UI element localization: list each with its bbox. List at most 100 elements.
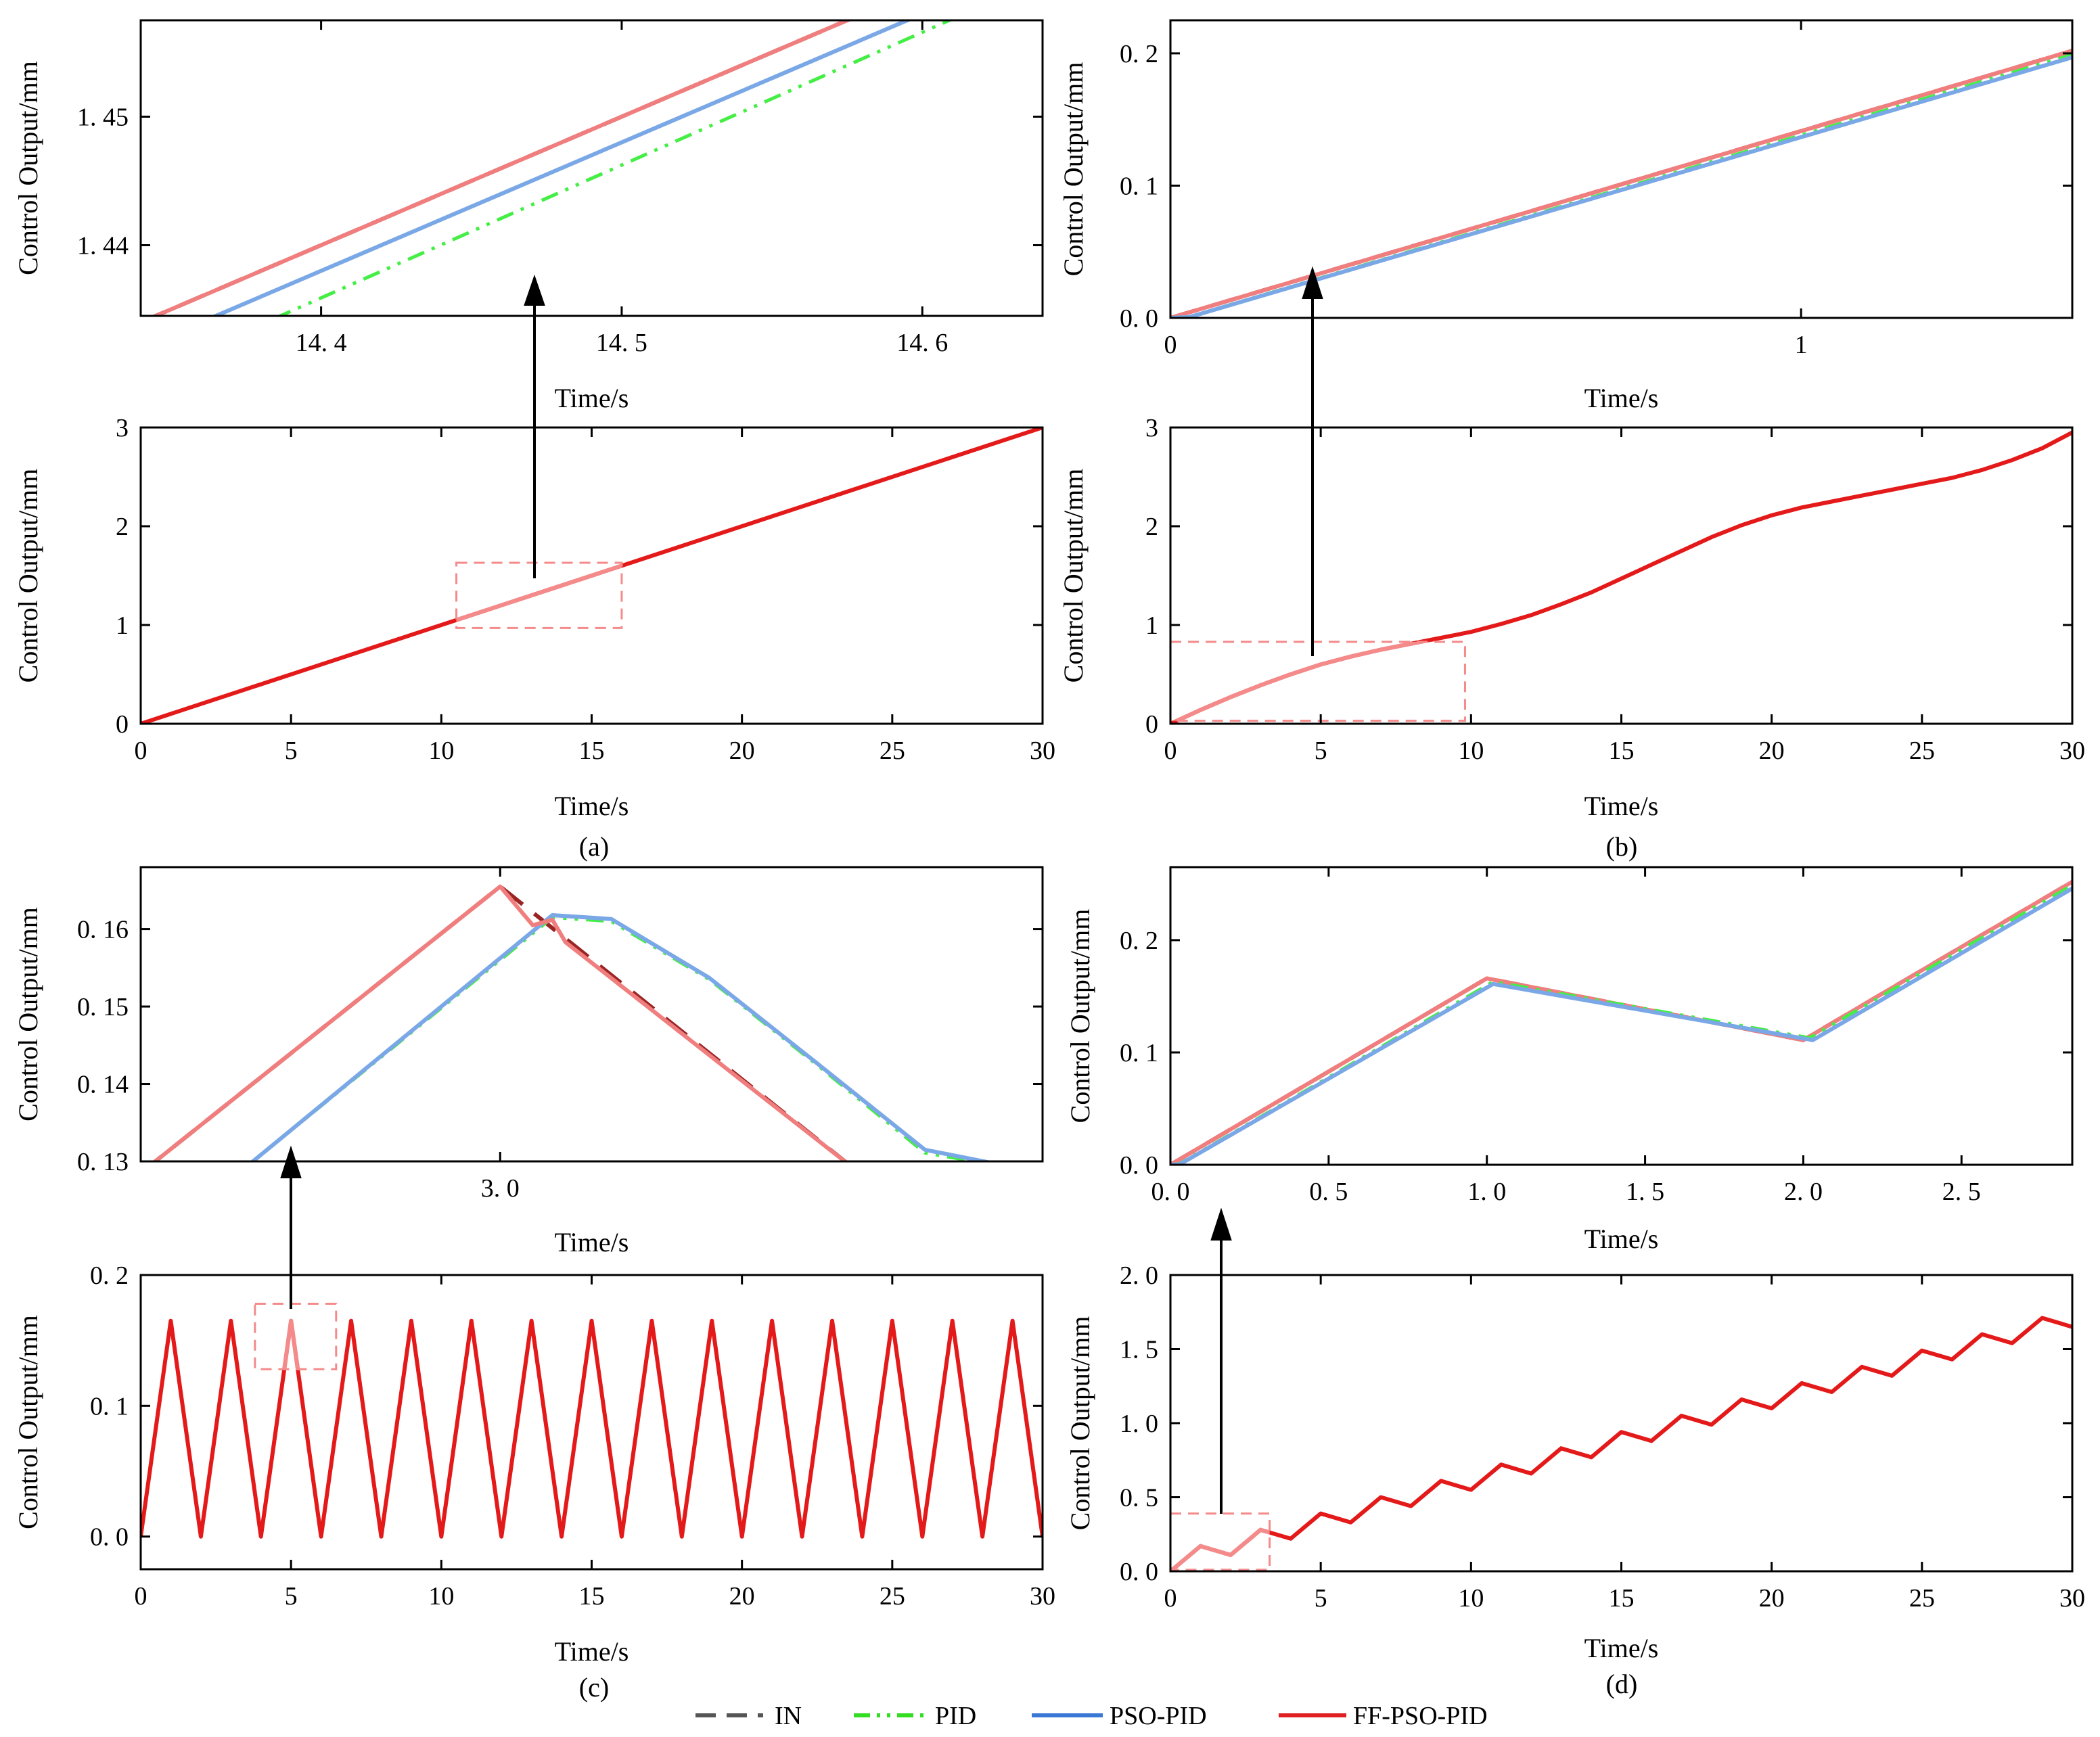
y-tick-label: 0. 5	[1120, 1484, 1158, 1512]
y-tick-label: 1. 45	[77, 103, 129, 132]
y-tick-label: 0. 16	[77, 916, 129, 944]
plot-frame	[1169, 19, 2074, 319]
x-axis-title: Time/s	[555, 383, 629, 413]
x-tick-label: 1	[1795, 331, 1808, 359]
highlight-line	[1172, 641, 1432, 721]
zoom-arrows	[280, 266, 1323, 1514]
chart-a-zoom: 14. 4 14. 5 14. 6 1. 44 1. 45 Time/s Control O…	[13, 19, 1044, 413]
x-tick-label: 25	[880, 1582, 905, 1611]
x-tick-label: 5	[1315, 737, 1327, 765]
y-tick-label: 0. 0	[1120, 304, 1158, 333]
legend-item-pid: PID	[854, 1702, 976, 1730]
zoom-highlight-segment	[282, 1318, 300, 1370]
y-tick-label: 0	[116, 710, 129, 739]
y-tick-label: 3	[1145, 414, 1158, 442]
x-axis-title: Time/s	[1584, 383, 1659, 413]
y-tick-label: 2	[1145, 513, 1158, 541]
y-tick-label: 0. 0	[90, 1523, 129, 1552]
x-tick-label: 14. 4	[296, 329, 347, 357]
y-tick-label: 1	[116, 611, 129, 640]
x-tick-label: 0	[135, 737, 147, 765]
series-line-ff-pso-pid	[150, 20, 852, 316]
highlight-line	[282, 1318, 300, 1370]
series-line-ff-pso-pid	[152, 884, 848, 1161]
x-axis-title: Time/s	[1584, 1633, 1659, 1663]
zoom-arrowhead-d	[1210, 1207, 1232, 1241]
x-tick-label: 1. 0	[1467, 1178, 1506, 1206]
x-tick-label: 5	[1315, 1584, 1327, 1613]
series-group	[1170, 1316, 2072, 1571]
x-axis-title: Time/s	[555, 791, 629, 821]
y-axis-title: Control Output/mm	[1065, 1316, 1095, 1531]
y-axis-title: Control Output/mm	[13, 907, 43, 1121]
chart-c-zoom: 3. 0 0. 13 0. 14 0. 15 0. 16 Time/s Control Ou…	[13, 866, 1044, 1257]
panel-label-d: (d)	[1606, 1669, 1638, 1699]
y-tick-label: 0. 15	[77, 993, 129, 1021]
x-tick-label: 10	[1458, 1584, 1484, 1613]
x-tick-label: 25	[880, 737, 905, 765]
x-tick-label: 10	[428, 737, 454, 765]
legend-label-ff-pso-pid: FF-PSO-PID	[1353, 1702, 1488, 1730]
y-tick-label: 0. 0	[1120, 1151, 1158, 1180]
x-tick-label: 30	[1030, 737, 1055, 765]
y-tick-label: 1. 44	[77, 232, 129, 260]
chart-d-main: 0 5 10 15 20 25 30 0. 0 0. 5 1. 0 1. 5 2. 0 Time/s Co…	[1065, 1261, 2085, 1663]
x-tick-label: 3. 0	[481, 1174, 520, 1203]
x-tick-label: 0. 0	[1151, 1178, 1190, 1206]
y-axis-title: Control Output/mm	[13, 1315, 43, 1529]
plots-layer: 14. 4 14. 5 14. 6 1. 44 1. 45 Time/s Control O…	[13, 19, 2085, 1667]
y-tick-label: 0. 2	[1120, 927, 1158, 955]
x-tick-label: 5	[285, 1582, 298, 1611]
x-tick-label: 20	[1759, 1584, 1785, 1613]
y-tick-label: 0. 0	[1120, 1558, 1158, 1586]
x-tick-label: 20	[729, 1582, 755, 1611]
y-tick-label: 3	[116, 414, 129, 442]
x-axis-title: Time/s	[555, 1636, 629, 1667]
series-group	[150, 20, 954, 316]
legend-item-ff-pso-pid: FF-PSO-PID	[1279, 1702, 1488, 1730]
chart-a-main: 0 5 10 15 20 25 30 0 1 2 3 Time/s Control Output/mm	[13, 414, 1055, 821]
x-tick-label: 15	[579, 1582, 605, 1611]
zoom-arrowhead-b	[1302, 266, 1323, 299]
y-tick-label: 1. 5	[1120, 1336, 1158, 1364]
x-tick-label: 30	[2059, 737, 2085, 765]
legend-label-pid: PID	[935, 1702, 976, 1730]
legend-label-pso-pid: PSO-PID	[1110, 1702, 1207, 1730]
x-tick-label: 2. 0	[1784, 1178, 1823, 1206]
series-line-pid	[276, 20, 954, 316]
x-tick-label: 0	[1164, 331, 1177, 359]
x-tick-label: 5	[285, 737, 298, 765]
y-tick-label: 0. 14	[77, 1071, 129, 1099]
legend-item-pso-pid: PSO-PID	[1032, 1702, 1207, 1730]
y-tick-label: 0. 13	[77, 1148, 129, 1176]
x-tick-label: 0	[1164, 1584, 1177, 1613]
y-axis-title: Control Output/mm	[1058, 62, 1089, 277]
chart-c-main: 0 5 10 15 20 25 30 0. 0 0. 1 0. 2 Time/s Control Ou…	[13, 1261, 1055, 1667]
x-tick-label: 30	[2059, 1584, 2085, 1613]
y-tick-label: 1	[1145, 611, 1158, 640]
x-tick-label: 15	[579, 737, 605, 765]
y-tick-label: 2. 0	[1120, 1261, 1158, 1290]
y-axis-title: Control Output/mm	[1058, 469, 1089, 683]
x-tick-label: 25	[1909, 737, 1935, 765]
zoom-region-box	[455, 561, 623, 629]
y-tick-label: 0	[1145, 710, 1158, 739]
panel-label-b: (b)	[1606, 831, 1638, 862]
x-tick-label: 10	[428, 1582, 454, 1611]
x-tick-label: 30	[1030, 1582, 1055, 1611]
y-tick-label: 0. 1	[1120, 1039, 1158, 1067]
y-tick-label: 0. 1	[1120, 172, 1158, 200]
zoom-arrowhead-c	[280, 1145, 302, 1178]
chart-b-main: 0 5 10 15 20 25 30 0 1 2 3 Time/s Control Output/mm	[1058, 414, 2085, 821]
x-tick-label: 0	[1164, 737, 1177, 765]
legend-label-in: IN	[775, 1702, 802, 1730]
chart-d-zoom: 0. 0 0. 5 1. 0 1. 5 2. 0 2. 5 0. 0 0. 1 0. 2 Time…	[1065, 866, 2074, 1254]
zoom-highlight-segment	[1172, 641, 1432, 721]
x-tick-label: 20	[1759, 737, 1785, 765]
x-tick-label: 2. 5	[1942, 1178, 1981, 1206]
series-line-pso-pid	[210, 20, 913, 316]
y-tick-label: 0. 1	[90, 1392, 129, 1420]
zoom-region-box	[254, 1303, 338, 1370]
x-tick-label: 20	[729, 737, 755, 765]
